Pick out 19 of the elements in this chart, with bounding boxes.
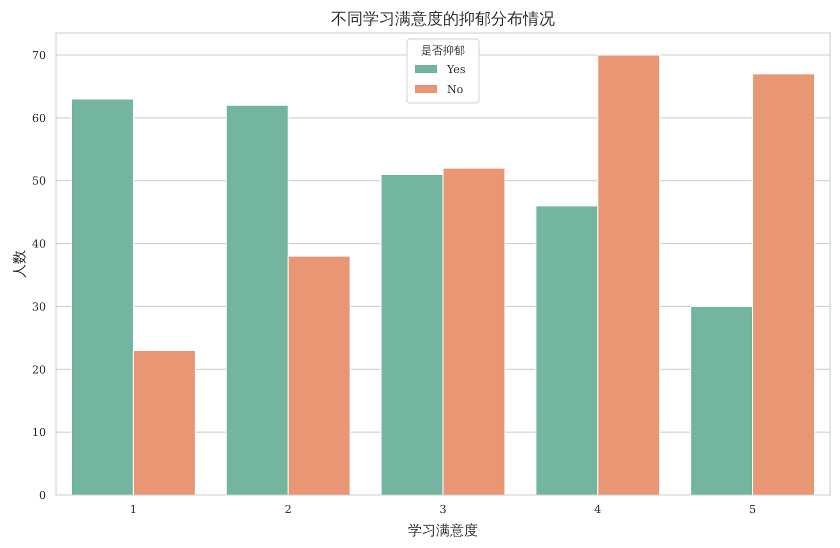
y-tick-label: 50	[32, 174, 46, 188]
x-tick-label: 4	[594, 503, 602, 516]
y-tick-label: 70	[32, 49, 46, 62]
y-tick-label: 10	[32, 426, 46, 440]
y-axis-title: 人数	[12, 250, 28, 278]
y-tick-label: 40	[32, 238, 46, 251]
x-tick-label: 3	[440, 503, 446, 516]
y-tick-label: 20	[32, 363, 46, 376]
chart-title: 不同学习满意度的抑郁分布情况	[331, 9, 555, 28]
x-tick-label: 1	[130, 503, 137, 516]
legend-label: No	[447, 83, 464, 96]
legend-title: 是否抑郁	[421, 44, 465, 57]
y-tick-label: 0	[39, 489, 46, 502]
x-tick-label: 2	[284, 503, 292, 516]
x-tick-label: 5	[749, 503, 756, 516]
y-tick-label: 30	[32, 300, 46, 314]
y-tick-label: 60	[32, 112, 46, 125]
x-axis-title: 学习满意度	[408, 523, 478, 539]
legend-label: Yes	[446, 63, 466, 76]
